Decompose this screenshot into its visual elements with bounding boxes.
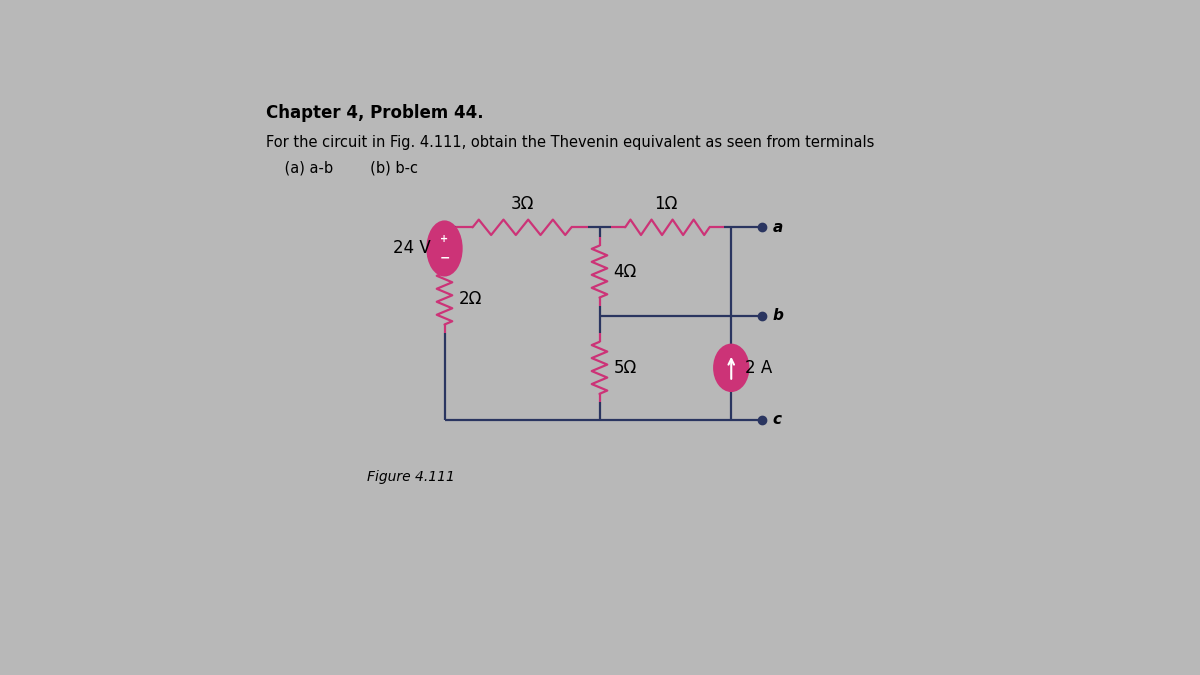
- Text: 3Ω: 3Ω: [510, 196, 534, 213]
- Text: 2 A: 2 A: [745, 359, 773, 377]
- Text: For the circuit in Fig. 4.111, obtain the Thevenin equivalent as seen from termi: For the circuit in Fig. 4.111, obtain th…: [266, 135, 875, 150]
- Text: (a) a-b        (b) b-c: (a) a-b (b) b-c: [266, 160, 419, 176]
- Ellipse shape: [714, 345, 749, 391]
- Text: 24 V: 24 V: [392, 240, 431, 257]
- Text: Chapter 4, Problem 44.: Chapter 4, Problem 44.: [266, 104, 484, 122]
- Text: 1Ω: 1Ω: [654, 196, 677, 213]
- Text: a: a: [773, 220, 782, 235]
- Text: −: −: [439, 252, 450, 265]
- Text: b: b: [773, 308, 784, 323]
- Text: 4Ω: 4Ω: [613, 263, 637, 281]
- Ellipse shape: [427, 221, 462, 275]
- Text: 2Ω: 2Ω: [458, 290, 482, 308]
- Text: c: c: [773, 412, 781, 427]
- Text: Figure 4.111: Figure 4.111: [367, 470, 455, 484]
- Text: 5Ω: 5Ω: [613, 359, 637, 377]
- Text: +: +: [440, 234, 449, 244]
